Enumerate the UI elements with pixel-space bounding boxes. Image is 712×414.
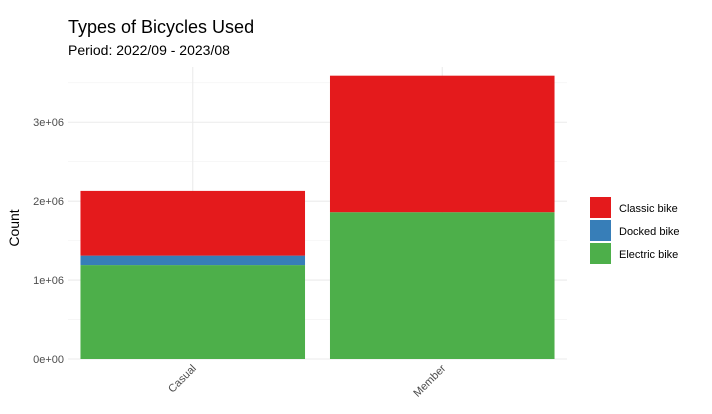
y-tick-label: 0e+00 [33, 354, 64, 366]
x-tick-label: Member [411, 362, 448, 399]
chart-subtitle: Period: 2022/09 - 2023/08 [68, 42, 230, 58]
legend-label: Docked bike [619, 226, 680, 238]
legend-key [590, 243, 611, 264]
bar-casual-classic-bike [80, 190, 306, 256]
legend: Classic bike Docked bike Electric bike [590, 197, 680, 264]
bar-member-electric-bike [329, 212, 555, 359]
y-tick-labels: 0e+00 1e+06 2e+06 3e+06 [33, 117, 64, 366]
legend-key [590, 220, 611, 241]
bars [80, 75, 555, 359]
chart-title: Types of Bicycles Used [68, 17, 254, 37]
y-tick-label: 2e+06 [33, 196, 64, 208]
x-tick-labels: Casual Member [166, 362, 448, 399]
legend-label: Electric bike [619, 249, 678, 261]
legend-label: Classic bike [619, 203, 678, 215]
bar-casual-docked-bike [80, 255, 306, 266]
bar-casual-electric-bike [80, 265, 306, 359]
y-tick-label: 3e+06 [33, 117, 64, 129]
y-tick-label: 1e+06 [33, 275, 64, 287]
legend-key [590, 197, 611, 218]
y-axis-title: Count [6, 209, 22, 246]
bar-member-classic-bike [329, 75, 555, 213]
x-tick-label: Casual [166, 363, 199, 396]
